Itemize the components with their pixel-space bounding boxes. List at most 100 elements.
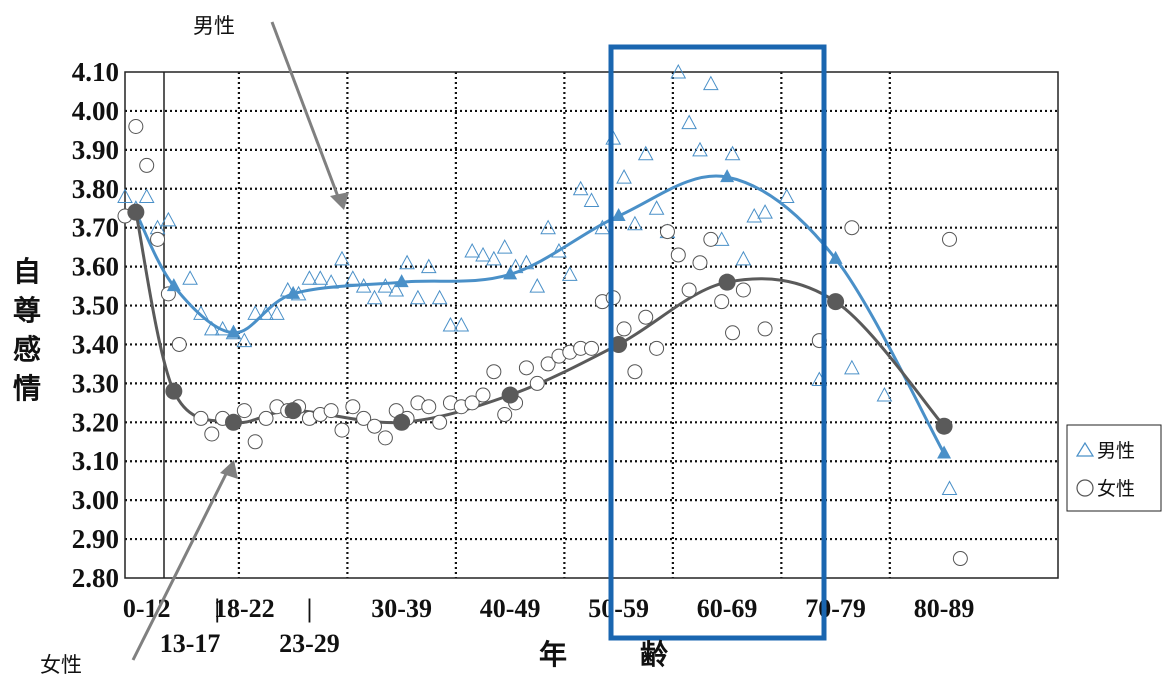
point-male bbox=[464, 242, 480, 258]
y-tick-label: 3.70 bbox=[72, 213, 119, 243]
point-female bbox=[171, 336, 187, 352]
point-male bbox=[844, 359, 860, 375]
point-female bbox=[421, 399, 437, 415]
point-male bbox=[149, 219, 166, 235]
x-axis-label-rei: 齢 bbox=[640, 638, 668, 671]
point-female bbox=[518, 360, 534, 376]
annotation-male-text: 男性 bbox=[193, 14, 235, 38]
point-female bbox=[356, 410, 372, 426]
point-male bbox=[540, 219, 556, 235]
point-male bbox=[366, 289, 383, 305]
x-tick-label: 80-89 bbox=[914, 594, 975, 623]
point-male bbox=[453, 316, 470, 332]
trend-marker-female bbox=[284, 402, 302, 420]
point-female bbox=[735, 282, 751, 298]
annotation-female-arrowhead bbox=[220, 460, 238, 479]
x-axis-label-nen: 年 bbox=[539, 638, 567, 671]
legend-male-label: 男性 bbox=[1097, 440, 1135, 462]
point-female bbox=[616, 321, 632, 337]
trend-marker-female bbox=[127, 203, 145, 221]
point-female bbox=[139, 157, 155, 173]
point-male bbox=[583, 192, 600, 207]
point-male bbox=[692, 141, 708, 157]
trend-marker-male bbox=[394, 274, 409, 288]
point-female bbox=[475, 387, 491, 403]
point-male bbox=[301, 270, 318, 285]
point-female bbox=[258, 410, 274, 426]
point-male bbox=[529, 278, 546, 293]
y-tick-label: 3.60 bbox=[72, 252, 119, 282]
point-male bbox=[681, 114, 697, 130]
grid bbox=[125, 72, 1058, 578]
point-female bbox=[150, 231, 166, 247]
x-tick-label: 13-17 bbox=[160, 629, 221, 658]
point-male bbox=[670, 63, 687, 79]
point-female bbox=[540, 356, 556, 372]
point-female bbox=[703, 231, 719, 247]
plot-area-border bbox=[124, 71, 1059, 579]
legend-box bbox=[1066, 424, 1162, 512]
trend-marker-male bbox=[166, 278, 181, 292]
y-tick-label: 3.40 bbox=[72, 329, 119, 359]
point-female bbox=[247, 434, 263, 450]
point-female bbox=[692, 255, 708, 271]
point-male bbox=[778, 188, 795, 204]
point-female bbox=[367, 418, 383, 434]
annotation-male: 男性 bbox=[193, 14, 349, 210]
point-male bbox=[703, 75, 719, 91]
point-female bbox=[757, 321, 773, 337]
x-tick-label: 50-59 bbox=[588, 594, 649, 623]
point-male bbox=[876, 387, 893, 402]
point-female bbox=[681, 282, 697, 298]
trend-marker-female bbox=[718, 273, 736, 291]
point-female bbox=[334, 422, 350, 438]
point-male bbox=[507, 258, 524, 274]
point-female bbox=[486, 364, 502, 380]
point-male bbox=[193, 305, 209, 320]
trend-marker-female bbox=[935, 417, 953, 435]
point-male bbox=[117, 188, 133, 204]
trend-marker-female bbox=[610, 335, 628, 353]
point-male bbox=[442, 316, 459, 332]
x-tick-label: | bbox=[307, 594, 313, 623]
point-female bbox=[659, 224, 675, 240]
trend-marker-male bbox=[286, 285, 301, 299]
point-male bbox=[746, 207, 763, 223]
y-tick-label: 3.50 bbox=[72, 291, 119, 321]
x-tick-label: 23-29 bbox=[279, 629, 340, 658]
point-male bbox=[561, 266, 578, 281]
y-tick-label: 2.80 bbox=[72, 563, 119, 593]
point-male bbox=[399, 254, 415, 270]
y-tick-label: 3.00 bbox=[72, 485, 119, 515]
trend-markers bbox=[127, 169, 953, 459]
point-male bbox=[388, 281, 405, 297]
x-tick-label: | bbox=[214, 594, 220, 623]
trend-marker-female bbox=[393, 413, 411, 431]
annotation-female-text: 女性 bbox=[40, 653, 82, 677]
y-tick-label: 3.30 bbox=[72, 368, 119, 398]
point-male bbox=[496, 239, 513, 254]
point-male bbox=[344, 270, 361, 285]
trend-marker-female bbox=[224, 413, 242, 431]
point-male bbox=[182, 270, 198, 285]
point-female bbox=[952, 551, 968, 567]
trend-marker-male bbox=[503, 266, 518, 280]
point-male bbox=[594, 219, 611, 235]
point-female bbox=[497, 407, 513, 423]
point-male bbox=[572, 180, 589, 196]
y-tick-label: 4.00 bbox=[72, 96, 119, 126]
point-female bbox=[432, 414, 448, 430]
y-tick-label: 2.90 bbox=[72, 524, 119, 554]
point-male bbox=[648, 200, 665, 215]
point-female bbox=[193, 410, 209, 426]
annotation-male-arrowhead bbox=[330, 192, 349, 210]
point-male bbox=[247, 305, 264, 320]
x-tick-label: 70-79 bbox=[805, 594, 866, 623]
point-female bbox=[236, 403, 252, 419]
x-tick-label: 40-49 bbox=[480, 594, 541, 623]
highlight-box bbox=[608, 44, 827, 641]
trend-marker-female bbox=[165, 382, 183, 400]
point-female bbox=[627, 364, 643, 380]
legend: 男性 女性 bbox=[1066, 424, 1162, 512]
legend-male-marker bbox=[1075, 441, 1095, 457]
